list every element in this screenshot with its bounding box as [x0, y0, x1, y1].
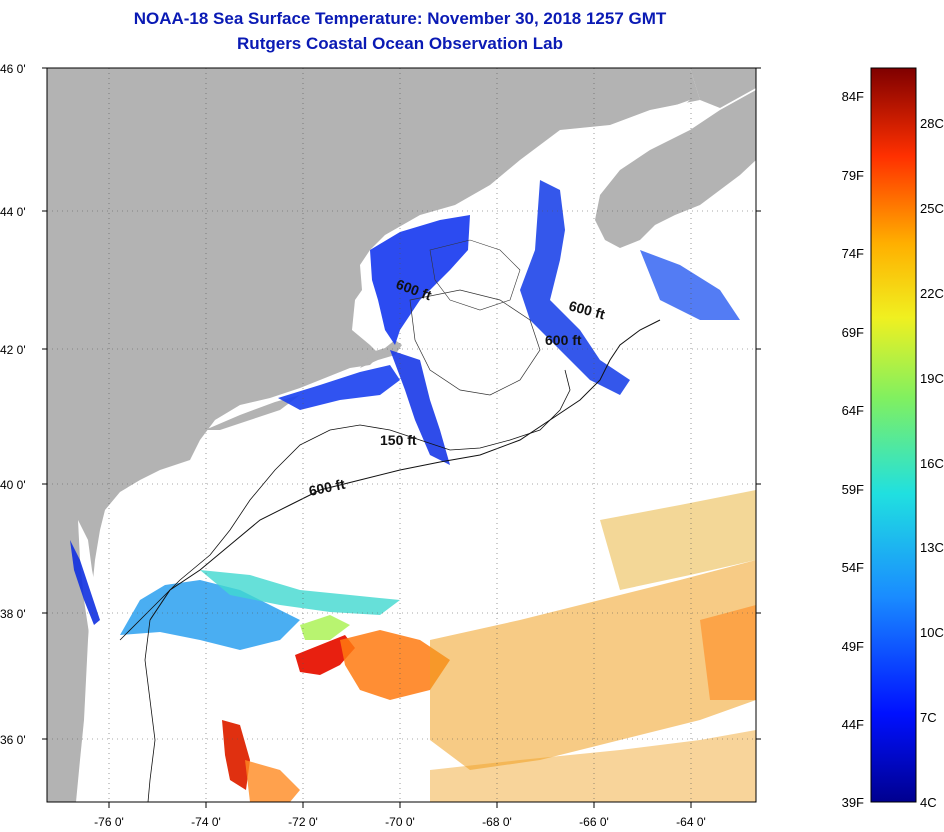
- colorbar-f-label: 59F: [842, 482, 864, 497]
- sst-cold-scotian: [520, 180, 630, 395]
- contour-600ft: [149, 319, 661, 621]
- lat-label: 42 0': [0, 343, 26, 357]
- colorbar-f-label: 54F: [842, 560, 864, 575]
- land-long-island: [205, 395, 300, 430]
- contour-label: 150 ft: [380, 432, 417, 448]
- sst-warm-field-2: [600, 490, 756, 590]
- colorbar-f-label: 39F: [842, 795, 864, 810]
- land-us-east-coast: [47, 68, 700, 802]
- colorbar-c-label: 4C: [920, 795, 937, 810]
- lon-label: -70 0': [385, 815, 415, 829]
- colorbar-c-label: 7C: [920, 710, 937, 725]
- land-nova-scotia: [595, 90, 756, 248]
- contour-label: 600 ft: [307, 476, 346, 499]
- sst-cold-nova-shelf: [640, 250, 740, 320]
- colorbar-c-label: 19C: [920, 371, 944, 386]
- lat-label: 40 0': [0, 478, 26, 492]
- lat-label: 44 0': [0, 205, 26, 219]
- colorbar-f-label: 79F: [842, 168, 864, 183]
- colorbar-c-label: 10C: [920, 625, 944, 640]
- lat-label: 36 0': [0, 733, 26, 747]
- colorbar-f-label: 44F: [842, 717, 864, 732]
- lat-label: 38 0': [0, 607, 26, 621]
- land-cape-cod: [360, 340, 402, 368]
- colorbar-c-label: 25C: [920, 201, 944, 216]
- sst-warm-field-1: [430, 560, 756, 770]
- contour-georges: [409, 289, 541, 396]
- sst-mild-green: [300, 615, 350, 640]
- colorbar: [870, 67, 917, 803]
- sst-warm-orange-1: [340, 630, 450, 700]
- lat-label: 46 0': [0, 62, 26, 76]
- colorbar-c-label: 13C: [920, 540, 944, 555]
- axis-ticks: [42, 67, 761, 808]
- map-subtitle: Rutgers Coastal Ocean Observation Lab: [237, 34, 563, 53]
- sst-warm-red-south: [222, 720, 250, 790]
- sst-cold-georges: [390, 350, 450, 465]
- bay-of-fundy: [560, 100, 690, 185]
- map-title: NOAA-18 Sea Surface Temperature: Novembe…: [133, 9, 667, 28]
- contour-south-shelf: [144, 619, 156, 802]
- sst-cold-nantucket: [278, 365, 400, 410]
- map-plot-area: [47, 68, 756, 802]
- sst-cool-shelfbreak: [200, 570, 400, 615]
- contour-label: 600 ft: [545, 332, 582, 348]
- colorbar-c-label: 22C: [920, 286, 944, 301]
- lon-label: -64 0': [676, 815, 706, 829]
- lon-label: -76 0': [94, 815, 124, 829]
- sst-cold-gulf-of-maine: [370, 215, 470, 345]
- colorbar-f-label: 74F: [842, 246, 864, 261]
- sst-cold-chesapeake: [70, 540, 100, 625]
- colorbar-c-label: 16C: [920, 456, 944, 471]
- contour-150ft: [119, 369, 571, 641]
- sst-warm-core-red: [295, 635, 355, 675]
- map-frame: [46, 67, 757, 803]
- colorbar-c-label: 28C: [920, 116, 944, 131]
- lat-lon-grid: [47, 68, 756, 802]
- land-newfoundland-area: [690, 68, 756, 108]
- lon-label: -66 0': [579, 815, 609, 829]
- colorbar-f-label: 84F: [842, 89, 864, 104]
- sst-warm-orange-east: [700, 605, 756, 700]
- sst-warm-field-3: [430, 730, 756, 802]
- colorbar-f-label: 69F: [842, 325, 864, 340]
- lon-label: -68 0': [482, 815, 512, 829]
- sst-warm-orange-south: [245, 760, 300, 802]
- contour-gom-inner: [429, 239, 521, 311]
- colorbar-f-label: 49F: [842, 639, 864, 654]
- lon-label: -74 0': [191, 815, 221, 829]
- lon-label: -72 0': [288, 815, 318, 829]
- colorbar-f-label: 64F: [842, 403, 864, 418]
